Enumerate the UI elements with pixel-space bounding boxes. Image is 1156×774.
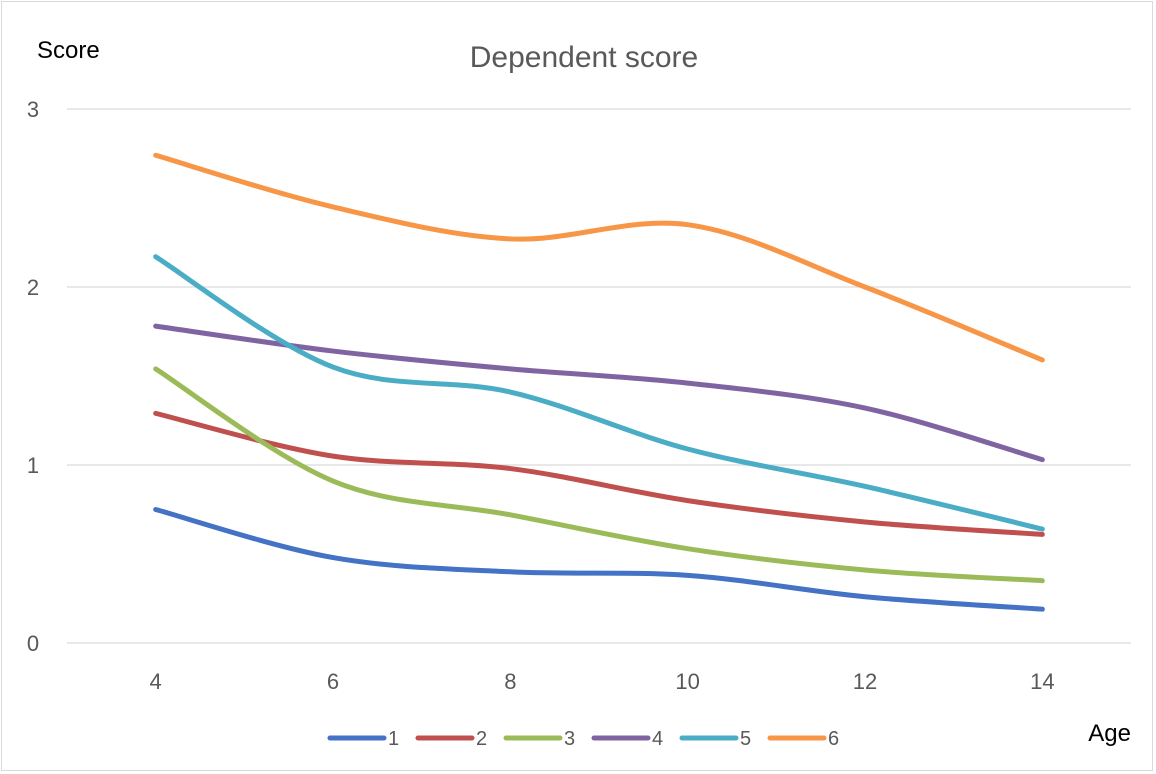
x-tick-label: 4	[150, 669, 162, 694]
x-tick-label: 12	[853, 669, 877, 694]
legend-label-2: 2	[476, 728, 487, 750]
x-axis-label: Age	[1088, 720, 1131, 747]
y-tick-label: 2	[27, 275, 39, 300]
x-tick-label: 10	[675, 669, 699, 694]
legend-label-6: 6	[828, 728, 839, 750]
y-tick-label: 1	[27, 453, 39, 478]
series-line-3	[153, 366, 1045, 584]
series-line-6	[153, 152, 1045, 363]
gridlines	[67, 108, 1131, 644]
x-tick-label: 6	[327, 669, 339, 694]
legend-label-4: 4	[652, 728, 663, 750]
legend: 1 2 3 4 5 6	[327, 728, 839, 750]
legend-label-3: 3	[564, 728, 575, 750]
legend-label-1: 1	[388, 728, 399, 750]
y-tick-label: 3	[27, 97, 39, 122]
x-tick-labels: 4 6 8 10 12 14	[150, 669, 1055, 694]
series-lines	[153, 152, 1045, 612]
series-line-2	[153, 410, 1045, 537]
y-tick-labels: 0 1 2 3	[27, 97, 39, 656]
series-line-4	[153, 323, 1045, 463]
series-line-1	[153, 507, 1045, 612]
y-axis-label: Score	[37, 37, 100, 64]
chart-title: Dependent score	[470, 41, 699, 74]
series-line-5	[153, 254, 1045, 532]
legend-label-5: 5	[740, 728, 751, 750]
x-tick-label: 14	[1030, 669, 1054, 694]
x-tick-label: 8	[504, 669, 516, 694]
y-tick-label: 0	[27, 631, 39, 656]
